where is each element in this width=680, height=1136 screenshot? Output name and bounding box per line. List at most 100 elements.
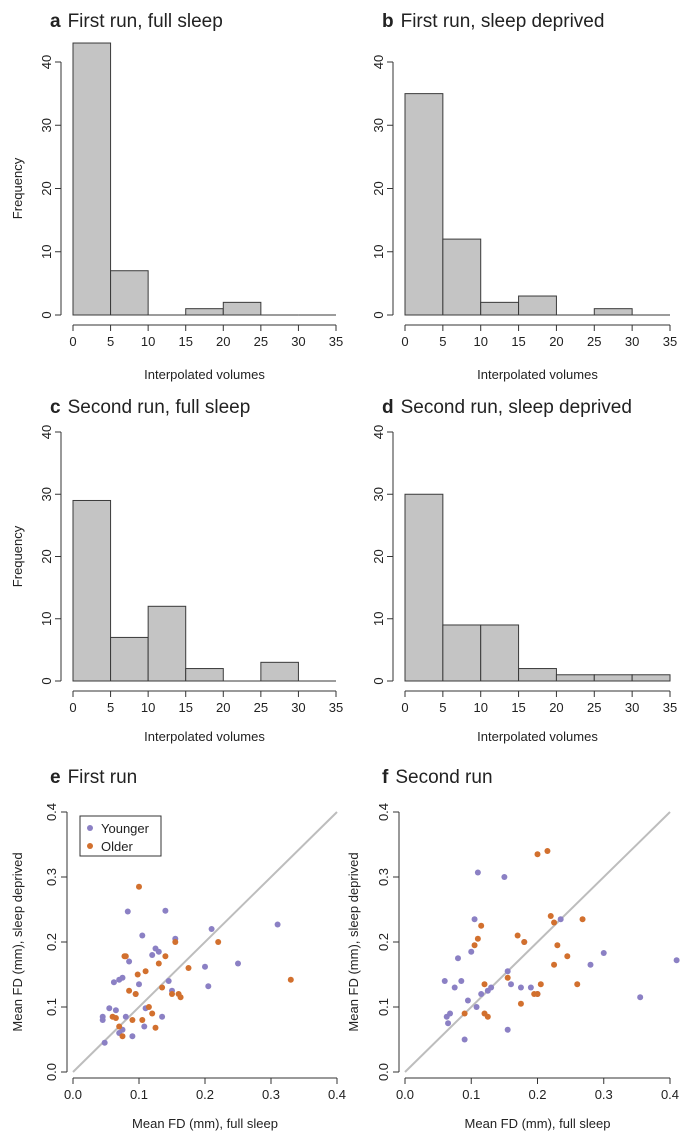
data-point xyxy=(101,1039,108,1046)
y-axis-label: Mean FD (mm), sleep deprived xyxy=(10,852,25,1031)
x-axis: 0 5 10 15 20 25 30 35 Interpolated volumes xyxy=(69,324,343,382)
x-axis-label: Mean FD (mm), full sleep xyxy=(132,1116,278,1131)
y-tick-label: 0.3 xyxy=(44,868,59,886)
x-tick-label: 20 xyxy=(216,700,230,715)
panel-title-text: First run, full sleep xyxy=(68,11,223,32)
panel-title-text: First run, sleep deprived xyxy=(401,11,605,32)
panel-letter: c xyxy=(50,397,61,418)
y-axis: 0 10 20 30 40 xyxy=(371,55,394,319)
x-tick-label: 15 xyxy=(511,700,525,715)
data-point xyxy=(208,926,215,932)
data-point xyxy=(455,955,461,962)
data-point xyxy=(673,957,680,964)
histogram-bar xyxy=(147,605,187,682)
x-tick-label: 10 xyxy=(473,334,487,349)
x-tick-label: 0.2 xyxy=(528,1087,546,1102)
data-point xyxy=(478,991,485,997)
panel-title-text: Second run xyxy=(395,767,492,788)
y-axis: 0 10 20 30 40 Frequency xyxy=(10,55,62,319)
y-axis-label: Frequency xyxy=(10,157,25,219)
x-tick-label: 0 xyxy=(401,334,408,349)
data-point xyxy=(504,974,511,981)
y-axis: 0.0 0.1 0.2 0.3 0.4 Mean FD (mm), sleep depri… xyxy=(346,803,400,1081)
data-point xyxy=(451,984,458,991)
data-point xyxy=(551,919,558,926)
x-axis-label: Interpolated volumes xyxy=(477,367,598,382)
data-point xyxy=(124,908,131,915)
y-tick-label: 0.2 xyxy=(376,933,391,951)
histogram-panel-c: c Second run, full sleep 0 5 10 15 20 25 30 35 Int… xyxy=(10,397,343,744)
data-point xyxy=(202,963,208,970)
data-point xyxy=(129,1017,136,1023)
data-point xyxy=(162,907,169,914)
y-tick-label: 0.1 xyxy=(376,998,391,1016)
data-point xyxy=(155,960,162,967)
series-older xyxy=(461,848,586,1020)
data-point xyxy=(141,1023,148,1030)
x-tick-label: 10 xyxy=(473,700,487,715)
y-tick-label: 0 xyxy=(371,311,386,318)
y-tick-label: 40 xyxy=(39,55,54,69)
legend-label: Older xyxy=(101,839,133,854)
identity-line xyxy=(72,811,338,1073)
data-point xyxy=(142,968,149,975)
data-point xyxy=(122,1013,129,1020)
y-tick-label: 0 xyxy=(39,311,54,318)
panel-title: a First run, full sleep xyxy=(50,11,223,32)
histogram-bar xyxy=(442,238,482,316)
histogram-bar xyxy=(222,301,262,316)
y-axis: 0.0 0.1 0.2 0.3 0.4 Mean FD (mm), sleep depri… xyxy=(10,803,68,1081)
y-tick-label: 10 xyxy=(39,612,54,626)
data-point xyxy=(468,948,475,955)
data-point xyxy=(637,994,644,1001)
data-point xyxy=(537,981,544,988)
identity-line xyxy=(404,811,671,1073)
data-point xyxy=(517,984,524,991)
data-point xyxy=(136,981,142,988)
x-tick-label: 20 xyxy=(549,700,563,715)
x-tick-label: 5 xyxy=(107,334,114,349)
data-point xyxy=(235,960,241,967)
data-point xyxy=(149,952,156,958)
y-tick-label: 0.1 xyxy=(44,998,59,1016)
data-point xyxy=(447,1010,454,1017)
panel-title-text: Second run, sleep deprived xyxy=(401,397,632,418)
panel-title-text: Second run, full sleep xyxy=(68,397,251,418)
panel-letter: d xyxy=(382,397,394,418)
data-point xyxy=(551,961,558,968)
data-point xyxy=(445,1020,452,1027)
y-tick-label: 10 xyxy=(371,245,386,259)
y-tick-label: 0.0 xyxy=(376,1063,391,1081)
data-point xyxy=(119,1033,126,1040)
data-point xyxy=(504,968,511,975)
scatter-panel-f: f Second run 0.0 0.1 0.2 0.3 0.4 Mean FD (mm), … xyxy=(346,767,680,1131)
panel-title: f Second run xyxy=(382,767,493,788)
data-point xyxy=(461,1036,468,1043)
x-tick-label: 0.4 xyxy=(661,1087,679,1102)
y-tick-label: 0.4 xyxy=(376,803,391,821)
series-younger xyxy=(441,869,680,1043)
y-tick-label: 40 xyxy=(371,55,386,69)
x-tick-label: 5 xyxy=(439,700,446,715)
data-point xyxy=(473,1004,480,1010)
x-tick-label: 0.1 xyxy=(462,1087,480,1102)
histogram-bar xyxy=(404,93,444,316)
legend: Younger Older xyxy=(79,815,162,857)
y-tick-label: 0.3 xyxy=(376,868,391,886)
y-axis: 0 10 20 30 40 xyxy=(371,425,394,685)
data-point xyxy=(508,981,514,988)
x-tick-label: 0.0 xyxy=(396,1087,414,1102)
data-point xyxy=(159,984,166,991)
data-point xyxy=(534,851,541,858)
data-point xyxy=(547,913,554,919)
y-tick-label: 30 xyxy=(39,118,54,132)
x-tick-label: 25 xyxy=(587,334,601,349)
panel-title: d Second run, sleep deprived xyxy=(382,397,632,418)
data-point xyxy=(99,1017,106,1023)
data-point xyxy=(544,848,551,854)
x-tick-label: 0 xyxy=(69,700,76,715)
data-point xyxy=(205,983,212,990)
data-point xyxy=(501,874,508,880)
x-tick-label: 20 xyxy=(549,334,563,349)
